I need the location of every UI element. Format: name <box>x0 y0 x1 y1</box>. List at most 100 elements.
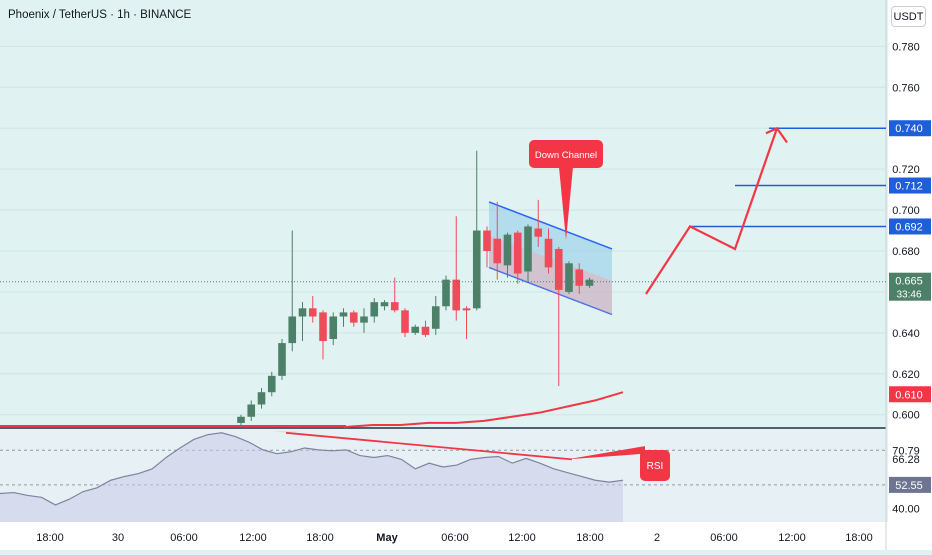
candle-body <box>554 248 563 290</box>
time-tick-label: 18:00 <box>36 532 64 544</box>
candle-body <box>360 316 368 323</box>
callout-pointer <box>559 167 573 240</box>
rsi-tick-label: 66.28 <box>892 454 920 466</box>
target-level-tag <box>889 120 931 137</box>
time-tick-label: 06:00 <box>710 532 738 544</box>
price-tick-label: 0.780 <box>892 41 920 53</box>
time-tick-label: 06:00 <box>441 532 469 544</box>
candle <box>278 339 286 380</box>
candle <box>360 308 368 333</box>
candle-body <box>503 234 512 266</box>
candle-body <box>329 316 338 340</box>
candle-body <box>472 230 481 309</box>
candle <box>401 308 409 337</box>
candle-body <box>237 416 245 423</box>
candle <box>431 296 440 335</box>
candle <box>319 310 327 360</box>
candle <box>421 320 430 337</box>
projection-path <box>645 126 788 295</box>
candle-body <box>534 228 543 237</box>
candle-body <box>298 308 307 317</box>
time-tick-label: 18:00 <box>845 532 873 544</box>
ma-price-tag <box>889 386 931 403</box>
moving-average-line <box>0 391 624 429</box>
candle <box>534 199 543 247</box>
candle <box>257 388 266 409</box>
down-channel-callout: Down Channel <box>529 140 603 240</box>
rsi-divergence-line <box>285 431 573 461</box>
currency-unit-badge[interactable]: USDT <box>891 6 926 27</box>
time-tick-label: 18:00 <box>576 532 604 544</box>
candle <box>585 277 594 288</box>
candle <box>544 228 553 274</box>
channel-upper-line <box>488 201 613 250</box>
candle <box>298 302 307 342</box>
countdown-label: 33:46 <box>896 290 921 301</box>
rsi-tick-label: 40.00 <box>892 504 920 516</box>
price-tick-label: 0.700 <box>892 205 920 217</box>
price-tick-label: 0.640 <box>892 328 920 340</box>
chart-header: Phoenix / TetherUS · 1h · BINANCE <box>0 0 880 28</box>
projection-line <box>645 127 779 295</box>
candle-body <box>524 226 532 272</box>
candle-body <box>349 312 358 323</box>
candle <box>472 150 481 311</box>
time-tick-label: 2 <box>654 532 660 544</box>
candle <box>329 312 338 346</box>
candle <box>339 308 348 327</box>
time-tick-label: May <box>376 532 398 544</box>
time-tick-label: 12:00 <box>508 532 536 544</box>
price-tags: 0.665 33:46 0.610 <box>889 272 931 403</box>
candle-body <box>339 312 348 317</box>
candle <box>380 300 389 311</box>
candle-body <box>493 238 502 264</box>
rsi-tick-label: 70.79 <box>892 445 920 457</box>
candle <box>524 224 532 282</box>
candle <box>288 230 297 352</box>
candle <box>390 277 399 313</box>
target-level-tag-label: 0.712 <box>895 181 923 193</box>
candle-body <box>442 279 450 307</box>
symbol-title: Phoenix / TetherUS · 1h · BINANCE <box>8 9 192 21</box>
target-levels: 0.740 0.712 0.692 <box>690 120 931 235</box>
candle-body <box>370 302 379 317</box>
price-tick-label: 0.620 <box>892 369 920 381</box>
rsi-value-tag-label: 52.55 <box>895 480 923 492</box>
rsi-pane: RSI <box>0 431 886 522</box>
price-tick-label: 0.600 <box>892 410 920 422</box>
candle-body <box>390 302 399 311</box>
price-tick-label: 0.680 <box>892 246 920 258</box>
candle-body <box>257 392 266 405</box>
candle-body <box>421 326 430 335</box>
time-tick-label: 30 <box>112 532 124 544</box>
candle-body <box>319 312 327 342</box>
candle-body <box>513 232 522 274</box>
candles <box>237 150 594 427</box>
candle-body <box>308 308 317 317</box>
candle-body <box>411 326 420 333</box>
candle-body <box>544 238 553 268</box>
candle-body <box>585 279 594 286</box>
time-tick-label: 12:00 <box>239 532 267 544</box>
candle <box>267 371 276 397</box>
rsi-callout-box <box>640 450 670 481</box>
candle-body <box>452 279 461 311</box>
candle-body <box>483 230 491 252</box>
candle <box>247 400 256 421</box>
candle-body <box>565 263 573 292</box>
candle <box>493 201 502 280</box>
current-price-tag-label: 0.665 <box>895 276 923 288</box>
ma-price-tag-label: 0.610 <box>895 389 923 401</box>
candle-body <box>380 302 389 307</box>
candle-body <box>267 375 276 393</box>
rsi-area <box>0 432 623 522</box>
candle <box>462 306 471 340</box>
candle-body <box>575 269 584 286</box>
time-tick-label: 18:00 <box>306 532 334 544</box>
candle-body <box>462 308 471 311</box>
candle <box>483 226 491 268</box>
candle <box>411 324 420 335</box>
projection-arrowhead <box>765 126 788 144</box>
